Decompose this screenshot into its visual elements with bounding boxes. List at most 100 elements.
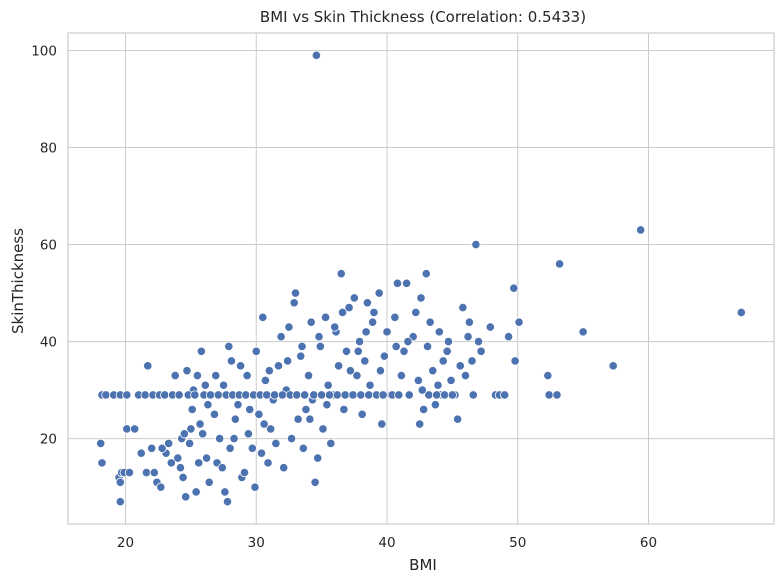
data-point — [277, 390, 288, 400]
data-point — [411, 307, 421, 318]
data-point — [279, 463, 289, 473]
data-point — [170, 370, 180, 381]
data-point — [544, 390, 554, 400]
data-point — [322, 400, 332, 410]
data-point — [365, 380, 375, 390]
data-point — [439, 390, 450, 400]
data-point — [218, 380, 229, 390]
data-point — [258, 312, 268, 322]
data-point — [200, 380, 210, 390]
data-point — [375, 366, 386, 376]
data-point — [421, 269, 431, 279]
data-point — [229, 434, 239, 444]
data-point — [192, 370, 203, 381]
data-point — [314, 332, 324, 342]
data-point — [247, 443, 257, 453]
data-point — [378, 390, 388, 400]
data-point — [379, 351, 389, 361]
data-point — [334, 361, 344, 371]
x-tick-label: 60 — [640, 535, 657, 551]
data-point — [404, 390, 414, 400]
data-point — [194, 458, 204, 468]
data-point — [323, 380, 333, 390]
data-point — [396, 370, 406, 381]
x-tick-label: 30 — [248, 535, 265, 551]
data-point — [179, 429, 189, 439]
x-tick-label: 40 — [378, 535, 395, 551]
x-tick-label: 50 — [509, 535, 526, 551]
data-point — [226, 356, 237, 366]
data-point — [213, 390, 223, 400]
data-point — [413, 375, 423, 385]
data-point — [297, 341, 307, 352]
data-point — [284, 322, 294, 332]
data-point — [149, 467, 159, 478]
data-point — [468, 390, 478, 400]
data-point — [453, 414, 463, 424]
data-point — [140, 390, 150, 400]
data-point — [203, 400, 213, 410]
data-point — [339, 404, 349, 415]
data-point — [184, 438, 195, 449]
y-tick-label: 100 — [31, 43, 57, 59]
data-point — [243, 429, 254, 439]
data-point — [101, 390, 111, 400]
data-point — [510, 356, 520, 366]
data-point — [326, 438, 336, 449]
data-point — [198, 429, 208, 439]
data-point — [178, 472, 188, 483]
data-point — [241, 390, 251, 400]
data-point — [399, 346, 409, 356]
data-point — [311, 50, 322, 60]
data-point — [289, 298, 299, 308]
data-point — [251, 346, 261, 356]
data-point — [220, 487, 230, 497]
data-point — [290, 288, 301, 298]
data-point — [273, 361, 284, 371]
data-point — [428, 366, 438, 376]
data-point — [235, 361, 246, 371]
data-point — [196, 346, 206, 356]
data-point — [166, 458, 176, 468]
data-point — [306, 317, 316, 327]
data-point — [211, 370, 221, 381]
data-point — [636, 225, 646, 235]
data-point — [115, 477, 125, 487]
data-point — [443, 336, 454, 347]
data-point — [260, 375, 271, 385]
data-point — [357, 409, 367, 419]
data-point — [320, 312, 331, 322]
data-point — [115, 497, 125, 507]
plot-frame — [67, 32, 775, 525]
data-point — [309, 390, 319, 400]
data-point — [136, 448, 146, 458]
data-point — [344, 303, 354, 313]
data-point — [313, 453, 323, 463]
data-point — [361, 327, 371, 337]
data-point — [245, 404, 255, 415]
data-point — [301, 404, 311, 415]
data-point — [543, 370, 553, 381]
data-point — [471, 239, 481, 250]
data-point — [352, 370, 362, 381]
data-point — [554, 259, 565, 269]
data-point — [368, 317, 378, 327]
data-point — [390, 312, 400, 322]
data-point — [96, 438, 106, 449]
data-point — [173, 453, 183, 463]
data-point — [182, 366, 192, 376]
data-point — [318, 424, 328, 434]
data-point — [434, 327, 444, 337]
data-point — [353, 346, 363, 356]
x-tick-label: 20 — [117, 535, 134, 551]
data-point — [143, 361, 153, 371]
data-point — [442, 346, 452, 356]
y-tick-label: 80 — [40, 141, 57, 157]
data-point — [254, 409, 264, 419]
data-point — [271, 438, 281, 449]
data-point — [225, 443, 235, 453]
data-point — [464, 317, 474, 327]
data-point — [190, 390, 200, 400]
data-point — [305, 414, 315, 424]
data-point — [233, 400, 243, 410]
